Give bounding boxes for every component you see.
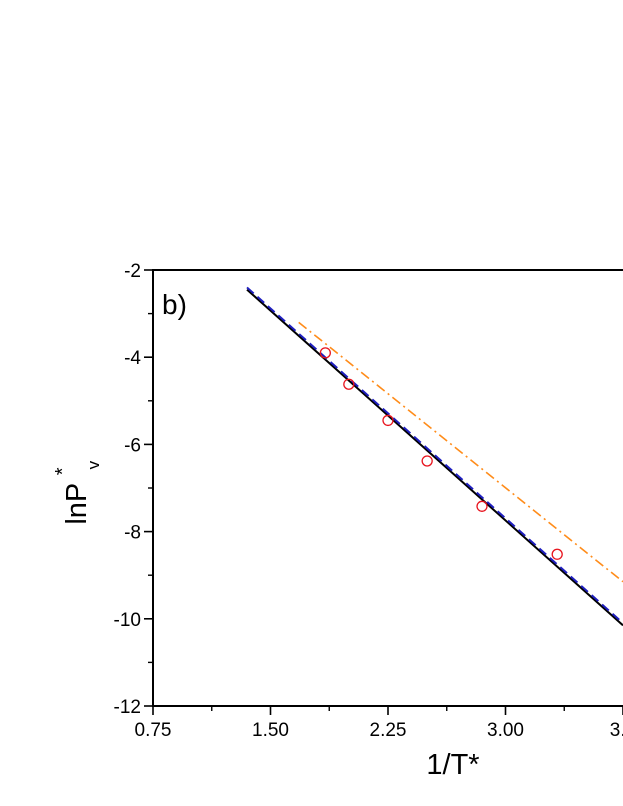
x-axis-ticks: 0.75 1.50 2.25 3.00 3.7 (135, 706, 623, 741)
x-tick-label: 2.25 (370, 720, 407, 741)
x-tick-label: 3.00 (487, 720, 524, 741)
series-line-dashed (246, 286, 623, 624)
y-axis-title-sub: v (84, 460, 103, 469)
data-point (476, 500, 488, 512)
y-tick-label: -6 (124, 435, 141, 456)
svg-text:lnP * v: lnP * v (44, 459, 103, 524)
y-tick-label: -4 (124, 348, 141, 369)
panel-label: b) (162, 289, 187, 320)
y-tick-label: -8 (124, 523, 141, 544)
x-tick-label: 1.50 (252, 720, 289, 741)
y-tick-label: -12 (114, 697, 141, 718)
y-axis-title-main: lnP (61, 483, 93, 524)
y-tick-label: -10 (114, 610, 141, 631)
y-axis-title: lnP * v (44, 459, 103, 524)
x-axis-title: 1/T* (426, 749, 479, 781)
data-point (343, 378, 355, 390)
data-point (382, 414, 394, 427)
series-layer (246, 286, 623, 627)
y-axis-title-sup: * (52, 467, 74, 475)
series-line-solid (246, 288, 623, 627)
data-point (551, 548, 563, 560)
series-line-dash-dot (298, 321, 623, 583)
x-tick-label: 3.7 (610, 720, 623, 741)
y-tick-label: -2 (124, 261, 141, 282)
data-point (421, 455, 433, 467)
axes (152, 269, 623, 707)
y-axis-ticks: -2 -4 -6 -8 -10 -12 (114, 261, 153, 718)
x-tick-label: 0.75 (135, 720, 172, 741)
data-point (319, 347, 331, 359)
